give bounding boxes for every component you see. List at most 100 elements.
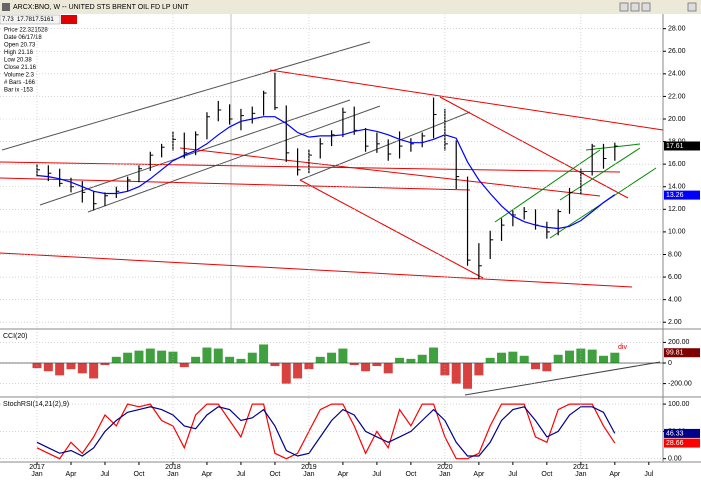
x-tick-label: Jan [167, 471, 178, 478]
x-tick-label: Apr [609, 471, 621, 478]
bar [417, 354, 427, 363]
bar [406, 358, 416, 363]
button[interactable] [687, 2, 697, 12]
y-tick-label: 20.00 [668, 116, 686, 123]
bar [123, 352, 133, 363]
y-tick-label: 28.00 [668, 26, 686, 33]
info-line: High 21.16 [4, 50, 34, 56]
button[interactable] [630, 2, 640, 12]
trendline [299, 111, 471, 181]
button[interactable] [619, 2, 629, 12]
x-tick-label: Jul [508, 471, 517, 478]
bar [66, 363, 76, 370]
chart-title: ARCX:BNO, W -- UNITED STS BRENT OIL FD L… [13, 4, 189, 11]
trendline [0, 161, 621, 173]
bar [508, 351, 518, 363]
info-line: Bar ix -153 [4, 88, 34, 94]
bar [531, 363, 541, 370]
info-line: Open 20.73 [4, 43, 36, 49]
icon[interactable] [2, 3, 10, 11]
x-tick-label: Apr [473, 471, 485, 478]
price-marker-label: 46.33 [666, 430, 684, 437]
bar [576, 348, 586, 363]
bar [191, 356, 201, 363]
bar [179, 363, 189, 368]
y-tick-label: 14.00 [668, 184, 686, 191]
bar [463, 363, 473, 389]
price-marker-box [664, 438, 700, 448]
price-marker-label: 99.81 [666, 350, 684, 357]
bar [553, 354, 563, 363]
quote-value: 17.51 [32, 17, 48, 23]
quote-value: 7.73 [2, 17, 14, 23]
bar [349, 363, 359, 366]
info-line: Price 22.321528 [4, 28, 48, 34]
trendline [87, 105, 381, 213]
bar [315, 356, 325, 363]
price-marker-box [664, 141, 700, 151]
window-buttons[interactable] [619, 2, 697, 12]
bar [157, 350, 167, 363]
title-bar [0, 0, 701, 14]
trendline [464, 361, 661, 396]
bar [372, 363, 382, 367]
price-marker-box [664, 190, 700, 200]
bar [213, 348, 223, 363]
y-tick-label: 24.00 [668, 71, 686, 78]
bar [168, 351, 178, 363]
bar [451, 363, 461, 384]
y-tick-label: 0 [668, 360, 672, 367]
x-tick-label: Apr [66, 471, 78, 478]
price-marker-label: 28.66 [666, 440, 684, 447]
info-line: # Bars -166 [4, 80, 36, 86]
bar [383, 363, 393, 374]
bar [281, 363, 291, 384]
bar [485, 357, 495, 363]
x-tick-label: Oct [269, 471, 280, 478]
trendline [269, 69, 664, 131]
x-tick-label: Jan [439, 471, 450, 478]
y-tick-label: 4.00 [668, 296, 682, 303]
bar [270, 363, 280, 367]
button[interactable] [641, 2, 651, 12]
trendline [0, 177, 471, 191]
info-line: Close 21.16 [4, 65, 37, 71]
trendline [39, 99, 351, 206]
trendline [494, 149, 601, 223]
x-tick-label: Jul [101, 471, 110, 478]
x-tick-label: Apr [337, 471, 349, 478]
quote-value: 61 [47, 17, 54, 23]
series-line [36, 406, 616, 457]
price-marker-box [664, 428, 700, 438]
trendline [559, 147, 641, 201]
bar [145, 348, 155, 363]
x-tick-label: Oct [541, 471, 552, 478]
y-tick-label: 16.00 [668, 161, 686, 168]
year-label: 2020 [437, 464, 453, 471]
bar [293, 363, 303, 379]
quote-strip: 7.73 17.78 17.51 61 [0, 14, 77, 25]
bar [89, 363, 99, 379]
quote-change [61, 15, 77, 24]
y-tick-label: 0.00 [668, 456, 682, 463]
bar [225, 356, 235, 363]
bar [497, 352, 507, 363]
year-label: 2018 [165, 464, 181, 471]
y-tick-label: 6.00 [668, 274, 682, 281]
bar [259, 344, 269, 363]
x-tick-label: Oct [134, 471, 145, 478]
trendline [299, 179, 484, 279]
y-tick-label: -200.00 [668, 380, 692, 387]
trendline [0, 252, 633, 288]
bar [395, 357, 405, 363]
x-tick-label: Apr [201, 471, 213, 478]
price-marker-label: 17.61 [666, 143, 684, 150]
price-marker-label: 13.26 [666, 192, 684, 199]
plot-area: 28.0026.0024.0022.0020.0018.0016.0014.00… [0, 14, 700, 478]
quote-box [0, 14, 61, 25]
y-tick-label: 2.00 [668, 319, 682, 326]
info-line: Date 06/17/18 [4, 35, 42, 41]
annotation: div [618, 344, 627, 351]
